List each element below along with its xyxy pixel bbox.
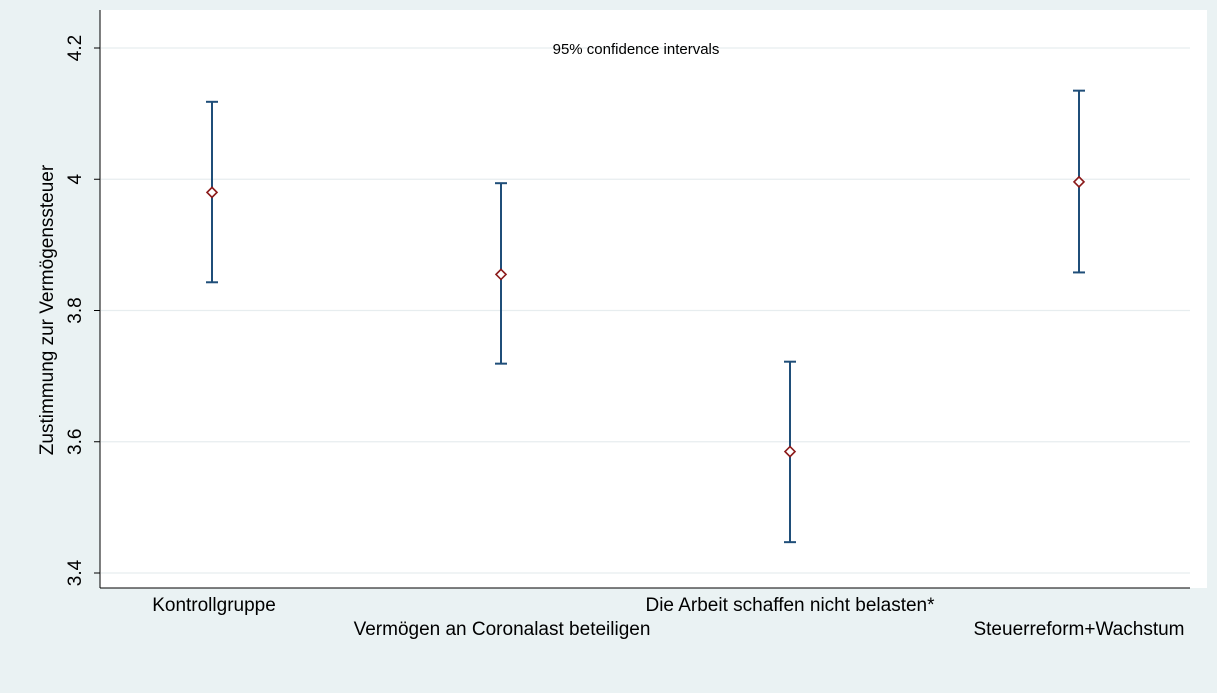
x-tick-label: Vermögen an Coronalast beteiligen — [354, 619, 651, 640]
y-ticks: 3.4 3.6 3.8 4 4.2 — [65, 35, 100, 586]
y-axis-label: Zustimmung zur Vermögenssteuer — [37, 164, 58, 455]
plot-area — [100, 10, 1207, 588]
x-tick-labels: Kontrollgruppe Vermögen an Coronalast bet… — [152, 595, 1184, 640]
x-tick-label: Die Arbeit schaffen nicht belasten* — [645, 595, 935, 616]
y-tick-label: 4.2 — [65, 35, 86, 61]
x-tick-label: Steuerreform+Wachstum — [973, 619, 1184, 640]
y-tick-label: 4 — [65, 174, 86, 185]
chart-subtitle: 95% confidence intervals — [553, 41, 720, 58]
y-tick-label: 3.4 — [65, 559, 86, 586]
y-tick-label: 3.8 — [65, 297, 86, 323]
y-tick-label: 3.6 — [65, 429, 86, 455]
x-tick-label: Kontrollgruppe — [152, 595, 276, 616]
